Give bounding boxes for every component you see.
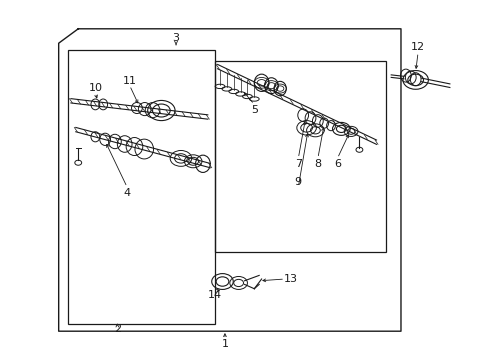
Text: 6: 6 xyxy=(333,159,340,169)
Text: 2: 2 xyxy=(114,324,121,334)
Text: 12: 12 xyxy=(410,42,424,52)
Bar xyxy=(68,50,215,324)
Text: 14: 14 xyxy=(208,290,222,300)
Text: 4: 4 xyxy=(123,188,130,198)
Text: 9: 9 xyxy=(294,177,301,187)
Text: 11: 11 xyxy=(122,76,136,86)
Text: 13: 13 xyxy=(284,274,297,284)
Text: 5: 5 xyxy=(250,105,257,115)
Text: 7: 7 xyxy=(294,159,301,169)
Text: 8: 8 xyxy=(314,159,321,169)
Text: 3: 3 xyxy=(172,33,179,43)
Bar xyxy=(215,61,386,252)
Text: 10: 10 xyxy=(88,83,102,93)
Text: 1: 1 xyxy=(221,339,228,349)
